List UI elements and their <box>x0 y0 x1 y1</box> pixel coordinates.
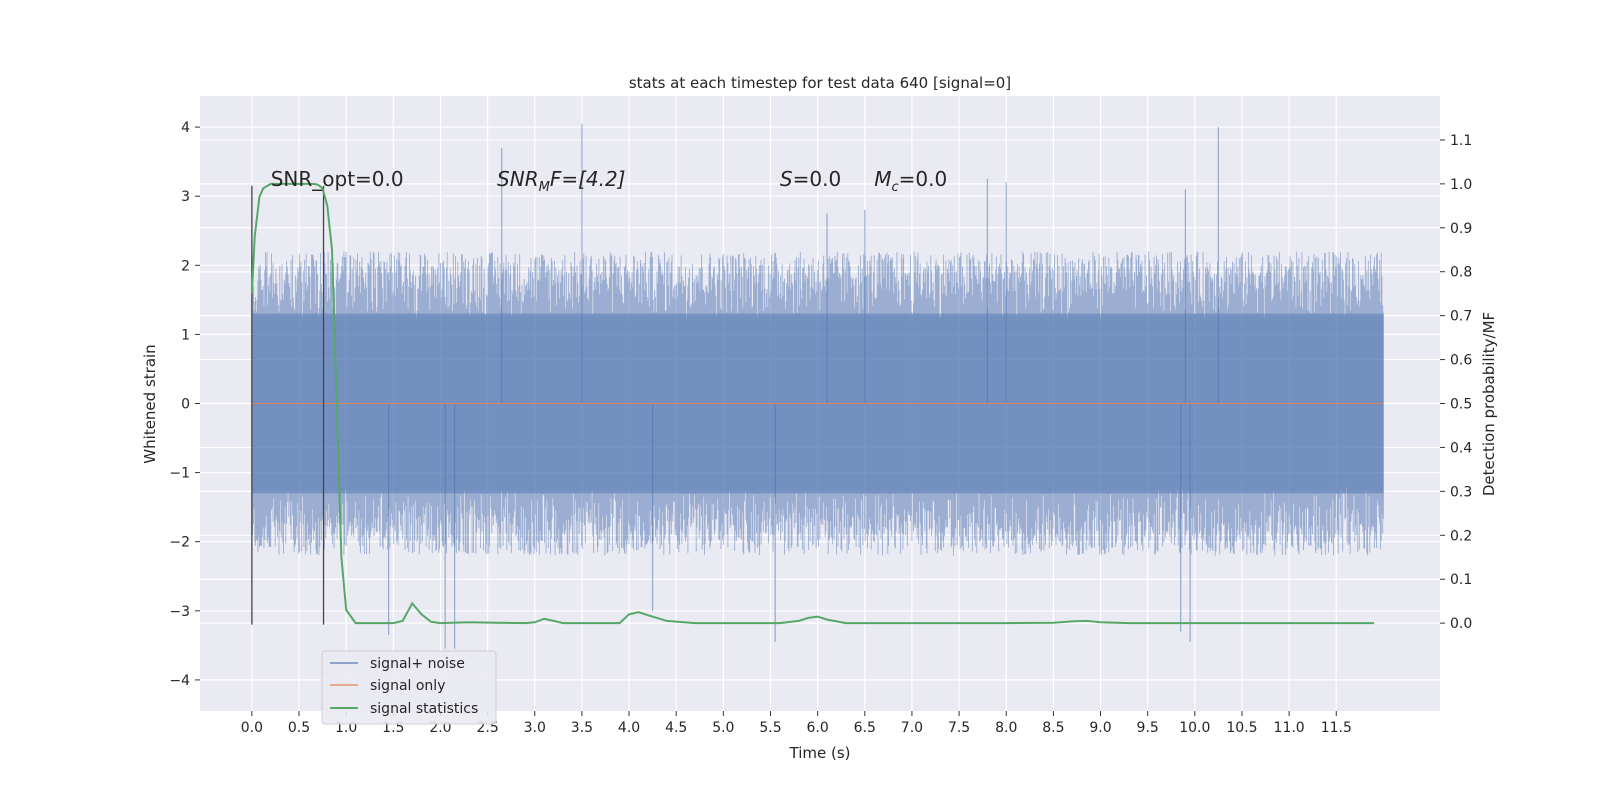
y-left-tick-label: 1 <box>181 327 190 343</box>
y-left-axis-ticks: −4 −3 −2 −1 0 1 2 3 4 <box>169 120 200 689</box>
y-left-tick-label: −1 <box>169 466 190 482</box>
y-right-tick-label: 0.7 <box>1450 309 1472 325</box>
x-tick-label: 4.0 <box>618 720 640 736</box>
chart-title: stats at each timestep for test data 640… <box>629 74 1011 92</box>
x-tick-label: 3.0 <box>524 720 546 736</box>
signal-statistics-line <box>250 182 1374 625</box>
y-left-tick-label: −2 <box>169 535 190 551</box>
x-tick-label: 10.5 <box>1226 720 1257 736</box>
y-right-axis-label: Detection probability/MF <box>1480 312 1498 496</box>
annotation-mc: Mc=0.0 <box>874 167 947 195</box>
legend-label-signal-statistics: signal statistics <box>370 701 478 717</box>
x-tick-label: 7.5 <box>948 720 970 736</box>
annotation-s: S=0.0 <box>780 167 841 191</box>
legend-box <box>321 650 497 725</box>
signal-statistics-series <box>250 182 1374 625</box>
y-right-tick-label: 0.8 <box>1450 265 1472 281</box>
y-right-tick-label: 0.2 <box>1450 528 1472 544</box>
x-axis-ticks: 0.0 0.5 1.0 1.5 2.0 2.5 3.0 3.5 4.0 4.5 5.0 5.5 6.0 6… <box>241 711 1352 736</box>
x-tick-label: 11.5 <box>1321 720 1352 736</box>
x-tick-label: 7.0 <box>901 720 923 736</box>
y-left-tick-label: 4 <box>181 120 190 136</box>
x-tick-label: 6.5 <box>854 720 876 736</box>
y-right-tick-label: 1.0 <box>1450 177 1472 193</box>
y-right-tick-label: 0.0 <box>1450 616 1472 632</box>
y-right-tick-label: 1.1 <box>1450 133 1472 149</box>
y-right-tick-label: 0.1 <box>1450 572 1472 588</box>
x-tick-label: 6.0 <box>807 720 829 736</box>
vertical-lines <box>251 185 325 625</box>
x-tick-label: 8.5 <box>1042 720 1064 736</box>
legend-label-signal-noise: signal+ noise <box>370 656 465 672</box>
x-tick-label: 0.5 <box>288 720 310 736</box>
x-tick-label: 5.5 <box>759 720 781 736</box>
x-tick-label: 0.0 <box>241 720 263 736</box>
x-tick-label: 5.0 <box>712 720 734 736</box>
y-right-axis-ticks: 0.0 0.1 0.2 0.3 0.4 0.5 0.6 0.7 0.8 0.9 1.0 1.1 <box>1440 133 1472 632</box>
y-left-tick-label: −4 <box>169 673 190 689</box>
y-left-tick-label: 3 <box>181 189 190 205</box>
annotation-snr-opt: SNR_opt=0.0 <box>271 167 404 191</box>
y-right-tick-label: 0.5 <box>1450 397 1472 413</box>
x-tick-label: 9.5 <box>1137 720 1159 736</box>
x-tick-label: 9.0 <box>1089 720 1111 736</box>
x-tick-label: 4.5 <box>665 720 687 736</box>
y-right-tick-label: 0.4 <box>1450 440 1472 456</box>
y-right-tick-label: 0.3 <box>1450 484 1472 500</box>
legend: signal+ noise signal only signal statist… <box>321 650 497 725</box>
y-left-tick-label: 2 <box>181 258 190 274</box>
x-tick-label: 8.0 <box>995 720 1017 736</box>
x-axis-label: Time (s) <box>789 744 851 762</box>
y-right-tick-label: 0.9 <box>1450 221 1472 237</box>
x-tick-label: 10.0 <box>1179 720 1210 736</box>
x-tick-label: 11.0 <box>1274 720 1305 736</box>
y-right-tick-label: 0.6 <box>1450 353 1472 369</box>
y-left-tick-label: 0 <box>181 397 190 413</box>
annotation-snr-mf: SNRMF=[4.2] <box>497 167 625 195</box>
y-left-tick-label: −3 <box>169 604 190 620</box>
y-left-axis-label: Whitened strain <box>141 344 159 463</box>
x-tick-label: 3.5 <box>571 720 593 736</box>
legend-label-signal-only: signal only <box>370 678 445 694</box>
